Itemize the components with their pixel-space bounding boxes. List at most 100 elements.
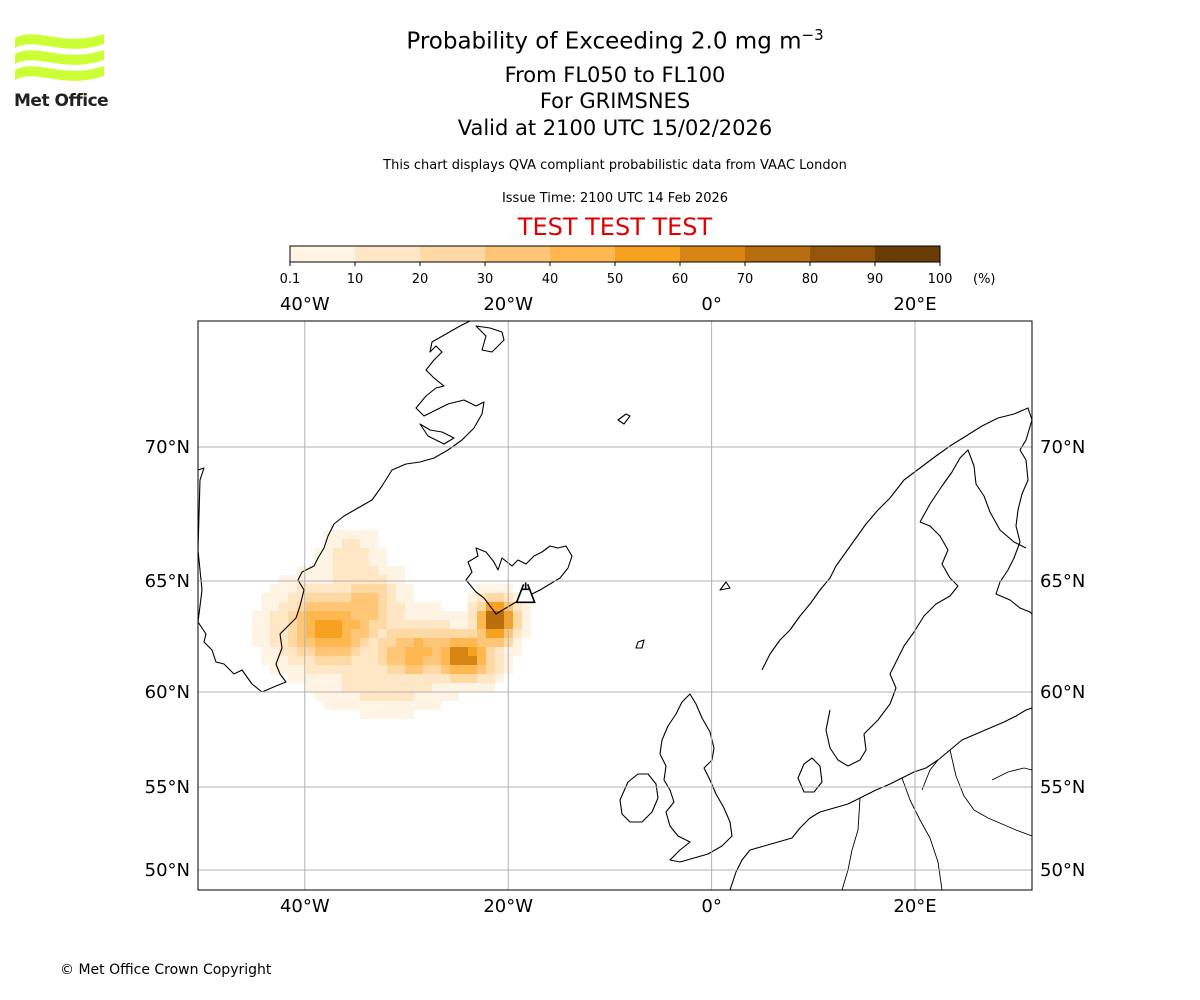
- plume-cell: [513, 629, 522, 638]
- plume-cell: [342, 692, 351, 701]
- plume-cell: [333, 701, 342, 710]
- plume-cell: [441, 647, 450, 656]
- plume-cell: [315, 629, 324, 638]
- plume-cell: [477, 674, 486, 683]
- plume-cell: [414, 638, 423, 647]
- plume-cell: [288, 611, 297, 620]
- met-office-logo: [15, 34, 104, 81]
- plume-cell: [423, 674, 432, 683]
- plume-cell: [441, 638, 450, 647]
- plume-cell: [405, 611, 414, 620]
- flight-level-range: From FL050 to FL100: [504, 63, 726, 87]
- plume-cell: [405, 647, 414, 656]
- plume-cell: [288, 665, 297, 674]
- plume-cell: [495, 647, 504, 656]
- plume-cell: [306, 593, 315, 602]
- plume-cell: [360, 674, 369, 683]
- denmark-coast: [797, 757, 823, 793]
- plume-cell: [279, 620, 288, 629]
- plume-cell: [405, 629, 414, 638]
- lat-label-right: 55°N: [1040, 777, 1085, 798]
- plume-cell: [378, 710, 387, 719]
- ireland-coast: [619, 773, 659, 823]
- plume-cell: [261, 638, 270, 647]
- plume-cell: [378, 584, 387, 593]
- plume-cell: [306, 602, 315, 611]
- plume-cell: [405, 674, 414, 683]
- plume-cell: [333, 674, 342, 683]
- plume-cell: [378, 593, 387, 602]
- plume-cell: [333, 656, 342, 665]
- plume-cell: [378, 575, 387, 584]
- plume-cell: [360, 548, 369, 557]
- plume-cell: [396, 611, 405, 620]
- plume-cell: [342, 629, 351, 638]
- plume-cell: [450, 683, 459, 692]
- plume-cell: [396, 629, 405, 638]
- plume-cell: [486, 593, 495, 602]
- plume-cell: [405, 665, 414, 674]
- plume-cell: [342, 557, 351, 566]
- plume-cell: [414, 602, 423, 611]
- plume-cell: [441, 656, 450, 665]
- plume-cell: [324, 674, 333, 683]
- plume-cell: [405, 602, 414, 611]
- plume-cell: [306, 683, 315, 692]
- plume-cell: [423, 647, 432, 656]
- test-banner: TEST TEST TEST: [517, 213, 713, 241]
- plume-cell: [486, 674, 495, 683]
- plume-cell: [486, 683, 495, 692]
- volcano-name: For GRIMSNES: [539, 89, 691, 113]
- plume-cell: [468, 665, 477, 674]
- colorbar-swatch: [420, 246, 486, 262]
- plume-cell: [333, 566, 342, 575]
- greenland-fjord: [475, 325, 505, 353]
- plume-cell: [468, 683, 477, 692]
- plume-cell: [396, 656, 405, 665]
- plume-cell: [405, 638, 414, 647]
- plume-cell: [333, 683, 342, 692]
- plume-cell: [333, 692, 342, 701]
- plume-cell: [306, 647, 315, 656]
- plume-cell: [342, 611, 351, 620]
- plume-cell: [441, 665, 450, 674]
- plume-cell: [414, 656, 423, 665]
- plume-cell: [369, 566, 378, 575]
- plume-cell: [342, 638, 351, 647]
- plume-cell: [333, 647, 342, 656]
- plume-cell: [324, 611, 333, 620]
- lat-label-left: 70°N: [145, 437, 190, 458]
- plume-cell: [315, 647, 324, 656]
- plume-cell: [387, 593, 396, 602]
- plume-cell: [270, 611, 279, 620]
- plume-cell: [477, 611, 486, 620]
- plume-cell: [270, 584, 279, 593]
- plume-cell: [279, 575, 288, 584]
- map-panel: 40°W 20°W 0° 20°E 40°W 20°W 0° 20°E 70°N 65°N 60…: [145, 294, 1086, 917]
- plume-cell: [351, 548, 360, 557]
- plume-cell: [495, 620, 504, 629]
- plume-cell: [342, 674, 351, 683]
- plume-cell: [486, 629, 495, 638]
- plume-cell: [522, 602, 531, 611]
- plume-cell: [378, 566, 387, 575]
- plume-cell: [369, 611, 378, 620]
- plume-cell: [450, 665, 459, 674]
- plume-cell: [279, 593, 288, 602]
- plume-cell: [270, 620, 279, 629]
- plume-cell: [387, 566, 396, 575]
- plume-cell: [369, 683, 378, 692]
- colorbar-swatch: [680, 246, 746, 262]
- plume-cell: [468, 638, 477, 647]
- plume-cell: [351, 584, 360, 593]
- plume-cell: [432, 656, 441, 665]
- plume-cell: [495, 629, 504, 638]
- plume-cell: [477, 620, 486, 629]
- plume-cell: [450, 692, 459, 701]
- plume-cell: [369, 656, 378, 665]
- plume-cell: [396, 566, 405, 575]
- plume-cell: [495, 584, 504, 593]
- plume-cell: [378, 629, 387, 638]
- plume-cell: [324, 602, 333, 611]
- colorbar-tick-label: 20: [412, 272, 429, 287]
